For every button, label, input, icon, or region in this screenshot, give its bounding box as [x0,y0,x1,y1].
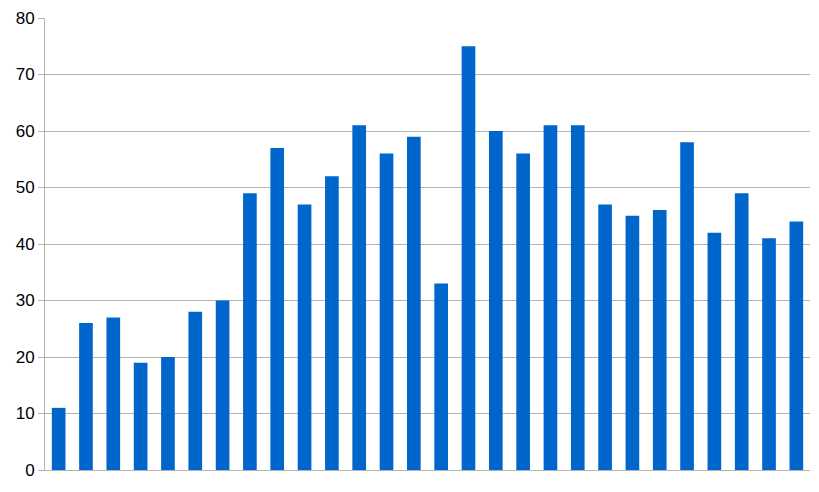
svg-text:10: 10 [16,404,35,423]
svg-text:70: 70 [16,65,35,84]
svg-text:0: 0 [25,461,34,480]
svg-text:80: 80 [16,9,35,28]
svg-text:50: 50 [16,178,35,197]
svg-text:20: 20 [16,348,35,367]
svg-text:30: 30 [16,291,35,310]
svg-text:40: 40 [16,235,35,254]
svg-text:60: 60 [16,122,35,141]
